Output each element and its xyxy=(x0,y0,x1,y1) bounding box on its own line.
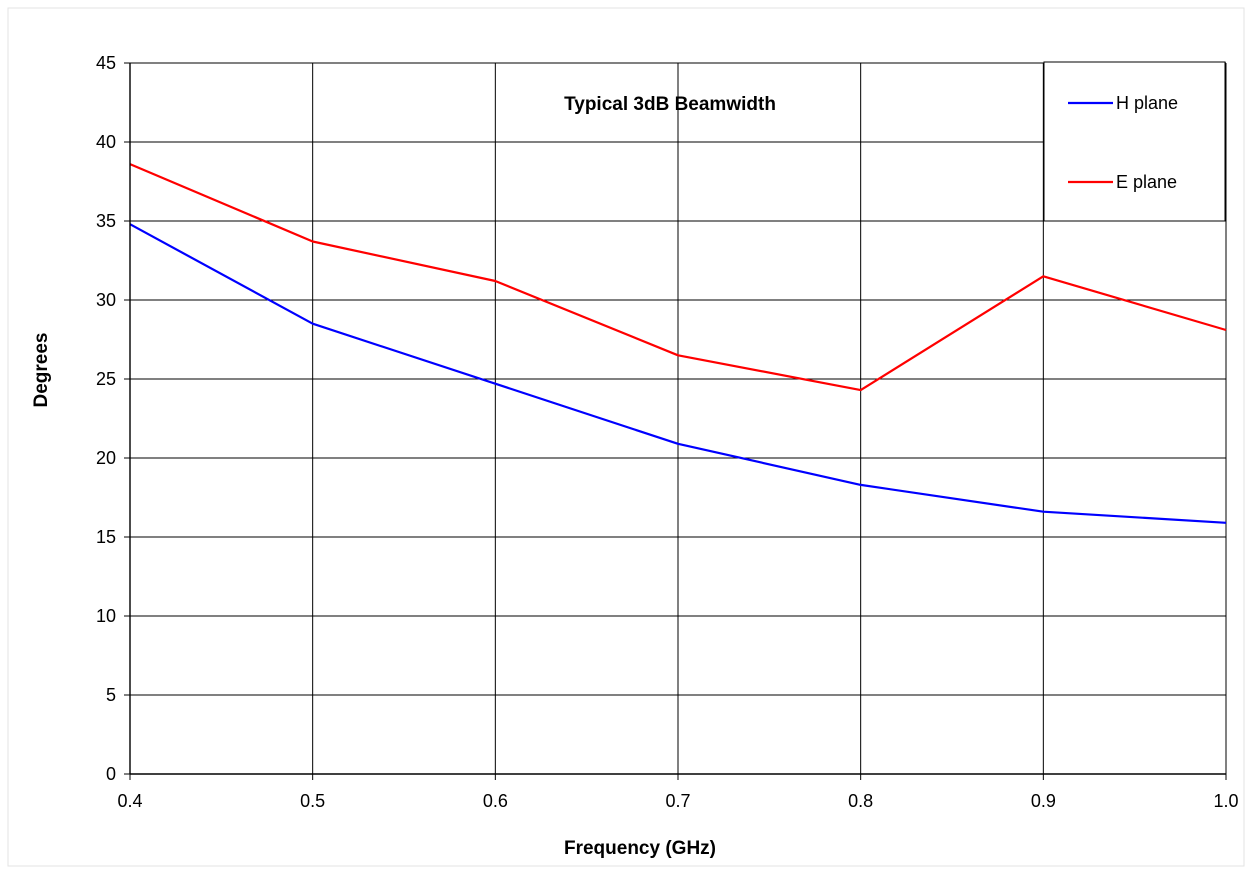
chart-frame xyxy=(7,7,1245,867)
x-tick-label: 0.8 xyxy=(848,791,873,811)
x-tick-label: 0.9 xyxy=(1031,791,1056,811)
legend-box xyxy=(1043,61,1226,222)
legend-label-h-plane: H plane xyxy=(1116,93,1178,113)
y-tick-label: 5 xyxy=(106,685,116,705)
legend-label-e-plane: E plane xyxy=(1116,172,1177,192)
chart-title: Typical 3dB Beamwidth xyxy=(564,94,776,115)
y-tick-label: 15 xyxy=(96,527,116,547)
y-tick-label: 20 xyxy=(96,448,116,468)
x-tick-label: 1.0 xyxy=(1213,791,1238,811)
x-tick-label: 0.7 xyxy=(665,791,690,811)
y-axis-title: Degrees xyxy=(31,333,52,408)
y-tick-label: 0 xyxy=(106,764,116,784)
y-tick-label: 25 xyxy=(96,369,116,389)
y-tick-label: 35 xyxy=(96,211,116,231)
series-layer xyxy=(129,163,1227,524)
series-line-e-plane xyxy=(129,163,1227,392)
y-tick-label: 30 xyxy=(96,290,116,310)
grid-layer xyxy=(130,62,1227,774)
x-axis-title: Frequency (GHz) xyxy=(564,838,716,859)
x-tick-label: 0.4 xyxy=(117,791,142,811)
x-tick-label: 0.5 xyxy=(300,791,325,811)
series-line-h-plane xyxy=(129,223,1227,524)
y-tick-label: 10 xyxy=(96,606,116,626)
legend: H plane E plane xyxy=(1043,61,1226,222)
x-tick-label: 0.6 xyxy=(483,791,508,811)
ticks-layer: 0 5 10 15 20 25 30 35 40 45 0.4 0.5 0.6 0.7 0.8 0.9 1.0 xyxy=(96,53,1239,811)
y-tick-label: 45 xyxy=(96,53,116,73)
y-tick-label: 40 xyxy=(96,132,116,152)
